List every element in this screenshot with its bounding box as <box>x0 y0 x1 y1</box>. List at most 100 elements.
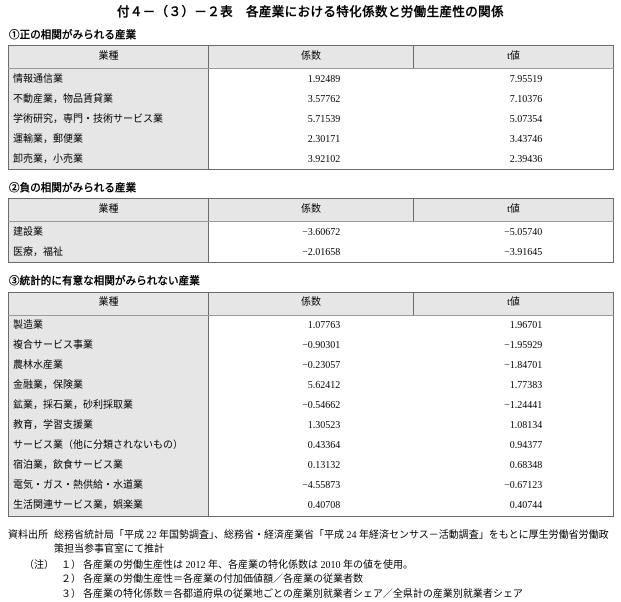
cell-coefficient-value: 0.13132 <box>307 460 341 472</box>
cell-t-value: 7.10376 <box>413 89 614 110</box>
cell-t-value: 5.07354 <box>413 109 614 130</box>
cell-t-value: 0.94377 <box>413 435 614 456</box>
table-section-positive-correlation: ①正の相関がみられる産業 業種 係数 t値 情報通信業 1.92489 7.95… <box>8 29 614 171</box>
note-index: １） <box>61 559 81 571</box>
cell-industry: 鉱業，採石業，砂利採取業 <box>8 395 209 416</box>
table-row: 学術研究，専門・技術サービス業 5.71539 5.07354 <box>8 109 614 130</box>
cell-t-value-value: −0.67123 <box>504 480 543 492</box>
cell-t-value: 7.95519 <box>413 68 614 90</box>
cell-coefficient-value: 1.07763 <box>307 320 341 332</box>
cell-coefficient-value: −4.55873 <box>302 480 341 492</box>
cell-t-value-value: 3.43746 <box>509 133 543 145</box>
note-index: ２） <box>61 574 81 586</box>
cell-coefficient: −3.60672 <box>208 221 414 243</box>
column-header-t-value: t値 <box>413 45 614 70</box>
cell-industry: 金融業，保険業 <box>8 375 209 396</box>
cell-t-value: 2.39436 <box>413 149 614 171</box>
section-heading: ②負の相関がみられる産業 <box>9 183 137 195</box>
cell-t-value-value: −1.84701 <box>504 360 543 372</box>
cell-industry: 医療，福祉 <box>8 242 209 264</box>
table-row: 農林水産業 −0.23057 −1.84701 <box>8 355 614 376</box>
section-heading: ①正の相関がみられる産業 <box>9 30 137 41</box>
table-row: 建設業 −3.60672 −5.05740 <box>8 221 614 243</box>
table-row: 鉱業，採石業，砂利採取業 −0.54662 −1.24441 <box>8 395 614 416</box>
note-text: 各産業の労働生産性は 2012 年、各産業の特化係数は 2010 年の値を使用。 <box>83 559 413 571</box>
cell-coefficient: 1.92489 <box>208 68 414 90</box>
cell-t-value: −1.24441 <box>413 395 614 416</box>
cell-industry: 卸売業，小売業 <box>8 149 209 171</box>
cell-t-value: −1.84701 <box>413 355 614 376</box>
cell-industry: 学術研究，専門・技術サービス業 <box>8 109 209 130</box>
cell-industry: 農林水産業 <box>8 355 209 376</box>
table-header-row: 業種 係数 t値 <box>8 45 614 70</box>
notes-label: （注） <box>24 559 54 571</box>
table-section-negative-correlation: ②負の相関がみられる産業 業種 係数 t値 建設業 −3.60672 −5.05… <box>8 182 614 264</box>
cell-t-value: 3.43746 <box>413 129 614 150</box>
cell-t-value-value: 0.94377 <box>509 440 543 452</box>
cell-industry: 不動産業，物品賃貸業 <box>8 89 209 110</box>
cell-t-value: 1.08134 <box>413 415 614 436</box>
cell-coefficient: 2.30171 <box>208 129 414 150</box>
cell-coefficient: 5.62412 <box>208 375 414 396</box>
section-heading: ③統計的に有意な相関がみられない産業 <box>9 276 200 288</box>
cell-coefficient: −0.90301 <box>208 335 414 356</box>
cell-industry: 製造業 <box>8 315 209 336</box>
column-header-industry: 業種 <box>8 198 209 223</box>
cell-t-value-value: 0.40744 <box>509 500 543 512</box>
cell-industry: 建設業 <box>8 221 209 243</box>
cell-industry: 教育，学習支援業 <box>8 415 209 436</box>
column-header-t-value: t値 <box>413 198 614 223</box>
column-header-t-value: t値 <box>413 291 614 316</box>
note-item: １） 各産業の労働生産性は 2012 年、各産業の特化係数は 2010 年の値を… <box>61 559 613 574</box>
cell-coefficient-value: 1.30523 <box>307 420 341 432</box>
cell-t-value-value: 7.10376 <box>509 93 543 105</box>
notes-list: １） 各産業の労働生産性は 2012 年、各産業の特化係数は 2010 年の値を… <box>61 559 613 602</box>
stat-table: 業種 係数 t値 情報通信業 1.92489 7.95519 不動産業，物品賃貸… <box>8 45 614 171</box>
table-row: 電気・ガス・熱供給・水道業 −4.55873 −0.67123 <box>8 475 614 496</box>
source-text: 総務省統計局「平成 22 年国勢調査」、総務省・経済産業省「平成 24 年経済セ… <box>54 529 609 556</box>
table-row: 教育，学習支援業 1.30523 1.08134 <box>8 415 614 436</box>
cell-coefficient: 3.92102 <box>208 149 414 171</box>
cell-t-value-value: −3.91645 <box>504 246 543 258</box>
table-row: 情報通信業 1.92489 7.95519 <box>8 68 614 90</box>
cell-t-value-value: −1.95929 <box>504 340 543 352</box>
cell-t-value-value: 1.08134 <box>509 420 543 432</box>
cell-industry: 複合サービス事業 <box>8 335 209 356</box>
cell-industry: 運輸業，郵便業 <box>8 129 209 150</box>
cell-industry: 生活関連サービス業，娯楽業 <box>8 495 209 517</box>
source-row: 資料出所 総務省統計局「平成 22 年国勢調査」、総務省・経済産業省「平成 24… <box>8 529 613 558</box>
note-index: ３） <box>61 588 81 600</box>
stat-table: 業種 係数 t値 製造業 1.07763 1.96701 複合サービス事業 −0… <box>8 291 614 517</box>
notes-row: （注） １） 各産業の労働生産性は 2012 年、各産業の特化係数は 2010 … <box>8 559 613 602</box>
cell-coefficient-value: −0.90301 <box>302 340 341 352</box>
table-row: 生活関連サービス業，娯楽業 0.40708 0.40744 <box>8 495 614 517</box>
cell-t-value: 0.68348 <box>413 455 614 476</box>
table-row: 卸売業，小売業 3.92102 2.39436 <box>8 149 614 171</box>
source-label: 資料出所 <box>8 529 48 541</box>
cell-t-value-value: 1.77383 <box>509 380 543 392</box>
cell-t-value-value: 1.96701 <box>509 320 543 332</box>
cell-coefficient: −0.23057 <box>208 355 414 376</box>
cell-coefficient: 1.07763 <box>208 315 414 336</box>
cell-t-value: 0.40744 <box>413 495 614 517</box>
cell-coefficient-value: −0.23057 <box>302 360 341 372</box>
cell-coefficient-value: 5.71539 <box>307 113 341 125</box>
cell-t-value-value: 2.39436 <box>509 153 543 165</box>
cell-coefficient: −2.01658 <box>208 242 414 264</box>
table-header-row: 業種 係数 t値 <box>8 291 614 316</box>
cell-coefficient: 5.71539 <box>208 109 414 130</box>
table-row: 医療，福祉 −2.01658 −3.91645 <box>8 242 614 264</box>
table-row: 金融業，保険業 5.62412 1.77383 <box>8 375 614 396</box>
cell-t-value-value: 5.07354 <box>509 113 543 125</box>
cell-coefficient: 0.13132 <box>208 455 414 476</box>
cell-industry: 情報通信業 <box>8 68 209 90</box>
cell-coefficient-value: −3.60672 <box>302 226 341 238</box>
cell-t-value-value: −1.24441 <box>504 400 543 412</box>
cell-coefficient: 3.57762 <box>208 89 414 110</box>
column-header-industry: 業種 <box>8 45 209 70</box>
cell-coefficient-value: 0.43364 <box>307 440 341 452</box>
page-title: 付４－（３）－２表 各産業における特化係数と労働生産性の関係 <box>116 5 504 19</box>
note-text: 各産業の労働生産性＝各産業の付加価値額／各産業の従業者数 <box>83 574 363 586</box>
cell-t-value: 1.96701 <box>413 315 614 336</box>
table-row: 不動産業，物品賃貸業 3.57762 7.10376 <box>8 89 614 110</box>
